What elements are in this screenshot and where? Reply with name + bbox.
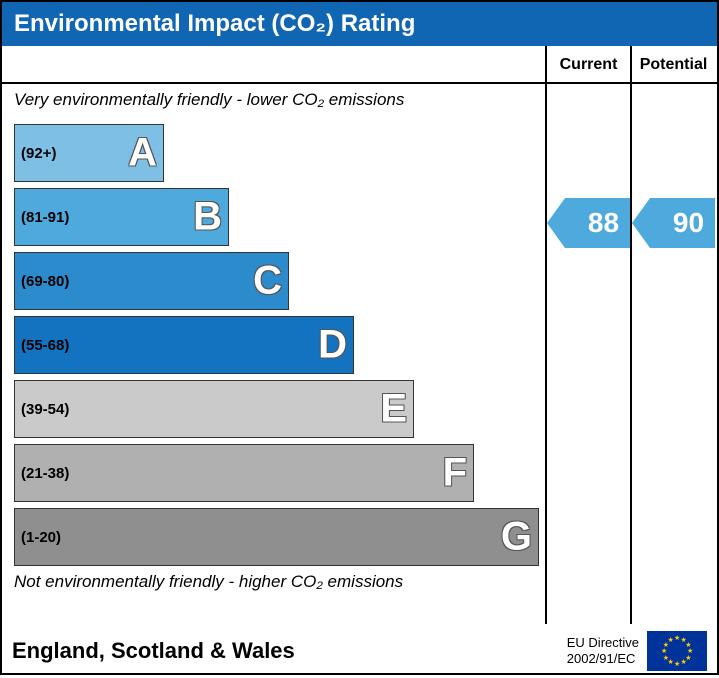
band-letter: B (193, 195, 222, 240)
eu-star-icon: ★ (674, 661, 680, 668)
chart-body: Very environmentally friendly - lower CO… (2, 84, 717, 624)
current-column: 88 (547, 84, 632, 624)
chart-title: Environmental Impact (CO₂) Rating (2, 2, 717, 46)
caption-bottom: Not environmentally friendly - higher CO… (2, 572, 545, 600)
footer-right: EU Directive 2002/91/EC ★★★★★★★★★★★★ (567, 631, 707, 671)
header-spacer (2, 46, 547, 82)
footer-region: England, Scotland & Wales (12, 638, 295, 664)
footer: England, Scotland & Wales EU Directive 2… (2, 624, 717, 678)
band-bar: (55-68) D (14, 316, 354, 374)
band-letter: C (253, 259, 282, 304)
pointer-current: 88 (565, 198, 630, 248)
eu-directive-text: EU Directive 2002/91/EC (567, 635, 639, 666)
band-range-label: (1-20) (21, 529, 61, 546)
band-a: (92+) A (14, 124, 545, 182)
band-range-label: (39-54) (21, 401, 69, 418)
column-header-row: Current Potential (2, 46, 717, 84)
band-bar: (39-54) E (14, 380, 414, 438)
rating-chart: Environmental Impact (CO₂) Rating Curren… (0, 0, 719, 675)
band-range-label: (69-80) (21, 273, 69, 290)
caption-top: Very environmentally friendly - lower CO… (2, 90, 545, 118)
band-bar: (92+) A (14, 124, 164, 182)
band-range-label: (92+) (21, 145, 56, 162)
eu-star-icon: ★ (663, 655, 669, 662)
eu-star-icon: ★ (674, 635, 680, 642)
directive-line1: EU Directive (567, 635, 639, 651)
eu-star-icon: ★ (681, 659, 687, 666)
potential-column: 90 (632, 84, 715, 624)
header-potential: Potential (632, 46, 715, 82)
bands-panel: Very environmentally friendly - lower CO… (2, 84, 547, 624)
bands-list: (92+) A (81-91) B (69-80) C (55-68) D (39-54) E (2… (2, 124, 545, 566)
band-g: (1-20) G (14, 508, 545, 566)
band-c: (69-80) C (14, 252, 545, 310)
header-current: Current (547, 46, 632, 82)
eu-flag-icon: ★★★★★★★★★★★★ (647, 631, 707, 671)
band-range-label: (55-68) (21, 337, 69, 354)
band-range-label: (21-38) (21, 465, 69, 482)
band-d: (55-68) D (14, 316, 545, 374)
band-bar: (69-80) C (14, 252, 289, 310)
band-bar: (81-91) B (14, 188, 229, 246)
directive-line2: 2002/91/EC (567, 651, 639, 667)
band-letter: E (380, 387, 407, 432)
pointer-potential: 90 (650, 198, 715, 248)
band-e: (39-54) E (14, 380, 545, 438)
band-bar: (21-38) F (14, 444, 474, 502)
band-letter: D (318, 323, 347, 368)
eu-star-icon: ★ (668, 637, 674, 644)
band-letter: F (443, 451, 467, 496)
band-bar: (1-20) G (14, 508, 539, 566)
eu-star-icon: ★ (661, 648, 667, 655)
band-letter: A (128, 131, 157, 176)
band-letter: G (501, 515, 532, 560)
band-range-label: (81-91) (21, 209, 69, 226)
band-b: (81-91) B (14, 188, 545, 246)
band-f: (21-38) F (14, 444, 545, 502)
